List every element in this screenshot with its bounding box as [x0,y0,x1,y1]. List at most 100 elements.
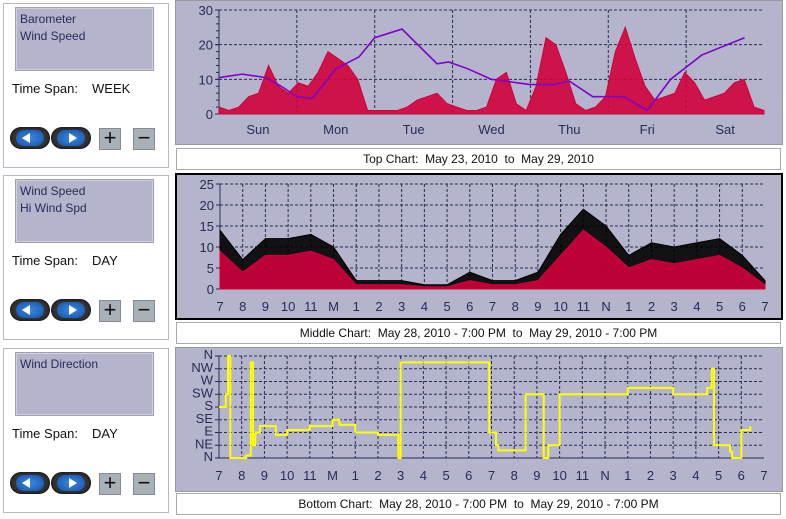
middle-chart-caption: Middle Chart: May 28, 2010 - 7:00 PM to … [176,322,781,344]
y-tick-label: 0 [207,282,214,297]
time-span-value[interactable]: DAY [92,253,118,268]
x-tick-label: 4 [693,299,700,314]
middle-chart-controls: Wind Speed Hi Wind Spd Time Span: DAY + − [3,175,169,340]
x-tick-label: 4 [420,468,427,483]
x-tick-label: 7 [761,299,768,314]
zoom-out-button[interactable]: − [133,299,155,322]
bottom-chart-controls: Wind Direction Time Span: DAY + − [3,348,169,513]
x-tick-label: 7 [760,468,767,483]
previous-button[interactable] [10,472,50,494]
x-tick-label: 1 [625,299,632,314]
right-arrow-icon [57,475,85,491]
zoom-in-button[interactable]: + [99,299,121,322]
middle-chart[interactable]: 0 5 10 15 20 25 7 8 9 10 11 M 1 2 3 4 5 6 7 8 9 10 11 N 1 2 3 4 5 6 7 [175,173,783,320]
previous-button[interactable] [10,299,50,321]
x-tick-label: Wed [478,122,505,137]
time-span-label: Time Span: [12,426,78,441]
series-list-item[interactable]: Hi Wind Spd [20,201,87,215]
y-tick-label: NW [191,360,213,375]
y-tick-label: 10 [200,240,214,255]
x-tick-label: 1 [624,468,631,483]
y-tick-label: SE [196,411,214,426]
x-tick-label: 10 [552,468,566,483]
series-1-area [219,229,766,290]
y-tick-label: 20 [200,198,214,213]
x-tick-label: M [328,299,339,314]
y-tick-label: S [204,398,213,413]
y-tick-label: N [204,348,213,362]
next-button[interactable] [51,127,91,149]
x-tick-label: 8 [238,468,245,483]
next-button[interactable] [51,299,91,321]
x-tick-label: M [327,468,338,483]
series-list-item[interactable]: Wind Direction [20,357,99,371]
x-tick-label: 2 [374,468,381,483]
series-list-item[interactable]: Wind Speed [20,29,86,43]
zoom-in-button[interactable]: + [99,472,121,495]
x-tick-label: 9 [261,468,268,483]
x-tick-label: 10 [280,468,294,483]
left-arrow-icon [16,475,44,491]
y-tick-label: SW [192,385,214,400]
x-tick-label: 7 [216,299,223,314]
x-tick-label: 3 [670,468,677,483]
x-tick-label: 6 [465,468,472,483]
x-tick-label: 3 [671,299,678,314]
series-list-item[interactable]: Barometer [20,12,77,26]
x-tick-label: 5 [442,468,449,483]
series-list[interactable]: Wind Direction [16,353,153,415]
zoom-out-button[interactable]: − [133,127,155,150]
x-tick-label: 3 [398,299,405,314]
x-tick-label: 4 [421,299,428,314]
x-tick-label: 2 [647,468,654,483]
x-tick-label: 8 [239,299,246,314]
x-tick-label: 10 [553,299,567,314]
series-list-item[interactable]: Wind Speed [20,184,86,198]
x-tick-label: Sat [715,122,735,137]
bottom-chart[interactable]: N NE E SE S SW W NW N 7 8 9 10 11 M 1 2 3 4 5 6 7 8 9 10 11 N 1 2 3 4 5… [175,347,783,492]
x-tick-label: N [601,299,610,314]
top-chart-controls: Barometer Wind Speed Time Span: WEEK + − [3,3,169,168]
time-span: Time Span: WEEK [12,81,130,96]
zoom-out-button[interactable]: − [133,472,155,495]
y-tick-label: E [204,424,213,439]
x-tick-label: 2 [648,299,655,314]
top-chart[interactable]: 0 10 20 30 Sun Mon Tue Wed Thu Fri Sat [175,0,783,145]
x-tick-label: 1 [352,468,359,483]
x-tick-label: 11 [304,299,318,314]
time-span: Time Span: DAY [12,426,118,441]
x-tick-label: 7 [488,468,495,483]
series-list[interactable]: Wind Speed Hi Wind Spd [16,180,153,242]
next-button[interactable] [51,472,91,494]
x-tick-label: Mon [323,122,348,137]
series-list[interactable]: Barometer Wind Speed [16,8,153,70]
right-arrow-icon [57,130,85,146]
time-span-value[interactable]: WEEK [92,81,131,96]
y-tick-label: 30 [199,3,213,18]
x-tick-label: 8 [511,468,518,483]
y-tick-label: 5 [207,261,214,276]
x-tick-label: Tue [403,122,425,137]
x-tick-label: 11 [577,299,591,314]
x-tick-label: Thu [558,122,580,137]
y-tick-label: NE [195,436,213,451]
x-tick-label: 5 [716,299,723,314]
x-tick-label: 6 [466,299,473,314]
time-span-value[interactable]: DAY [92,426,118,441]
x-tick-label: 6 [738,468,745,483]
x-tick-label: 2 [375,299,382,314]
top-chart-caption: Top Chart: May 23, 2010 to May 29, 2010 [176,148,781,170]
series-0-line [219,355,752,459]
series-1-line [218,28,745,112]
x-tick-label: 6 [739,299,746,314]
y-tick-label: 10 [199,72,213,87]
x-tick-label: 9 [534,299,541,314]
x-tick-label: Fri [640,122,655,137]
y-tick-label: W [201,373,214,388]
previous-button[interactable] [10,127,50,149]
zoom-in-button[interactable]: + [99,127,121,150]
x-tick-label: 9 [262,299,269,314]
right-arrow-icon [57,302,85,318]
x-tick-label: 1 [353,299,360,314]
y-tick-label: 20 [199,38,213,53]
